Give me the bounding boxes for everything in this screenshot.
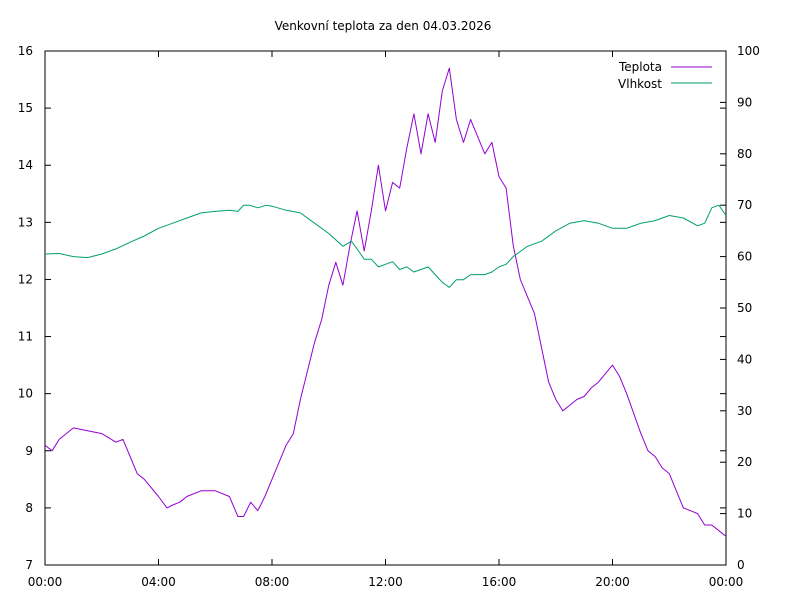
y-tick-label-right-3: 30: [737, 404, 752, 418]
y-tick-label-left-7: 14: [18, 158, 33, 172]
y-axis-left: 7 8 9 10 11 12 13 14 15 16: [18, 44, 726, 572]
y-tick-label-left-9: 16: [18, 44, 33, 58]
y-tick-label-right-2: 20: [737, 455, 752, 469]
x-tick-label-2: 08:00: [255, 575, 290, 589]
y-tick-label-right-4: 40: [737, 352, 752, 366]
y-tick-label-left-3: 10: [18, 387, 33, 401]
y-tick-label-left-6: 13: [18, 215, 33, 229]
chart-title: Venkovní teplota za den 04.03.2026: [275, 19, 492, 33]
y-tick-label-left-5: 12: [18, 272, 33, 286]
y-tick-label-left-1: 8: [25, 501, 33, 515]
x-tick-label-5: 20:00: [595, 575, 630, 589]
legend: Teplota Vlhkost: [618, 60, 712, 91]
y-tick-label-right-5: 50: [737, 301, 752, 315]
legend-label-teplota: Teplota: [618, 60, 662, 74]
y-tick-label-right-8: 80: [737, 147, 752, 161]
series-layer: [44, 67, 727, 537]
x-tick-label-4: 16:00: [482, 575, 517, 589]
x-tick-label-1: 04:00: [141, 575, 176, 589]
y-tick-label-right-0: 0: [737, 558, 745, 572]
y-tick-label-left-0: 7: [25, 558, 33, 572]
series-line-teplota: [44, 67, 727, 537]
y-tick-label-right-7: 70: [737, 198, 752, 212]
x-axis: 00:00 04:00 08:00 12:00 16:00 20:00 00:00: [28, 51, 744, 589]
y-tick-label-left-8: 15: [18, 101, 33, 115]
y-tick-label-right-10: 100: [737, 44, 760, 58]
x-tick-label-6: 00:00: [709, 575, 744, 589]
y-tick-label-right-9: 90: [737, 95, 752, 109]
x-tick-label-0: 00:00: [28, 575, 63, 589]
series-line-vlhkost: [44, 204, 727, 288]
x-tick-label-3: 12:00: [368, 575, 403, 589]
y-tick-label-left-2: 9: [25, 444, 33, 458]
y-tick-label-right-6: 60: [737, 250, 752, 264]
plot-area-frame: [44, 50, 727, 566]
legend-label-vlhkost: Vlhkost: [618, 77, 662, 91]
y-axis-right: 0 10 20 30 40 50 60 70 80 90 100: [720, 44, 760, 572]
y-tick-label-left-4: 11: [18, 330, 33, 344]
y-tick-label-right-1: 10: [737, 507, 752, 521]
